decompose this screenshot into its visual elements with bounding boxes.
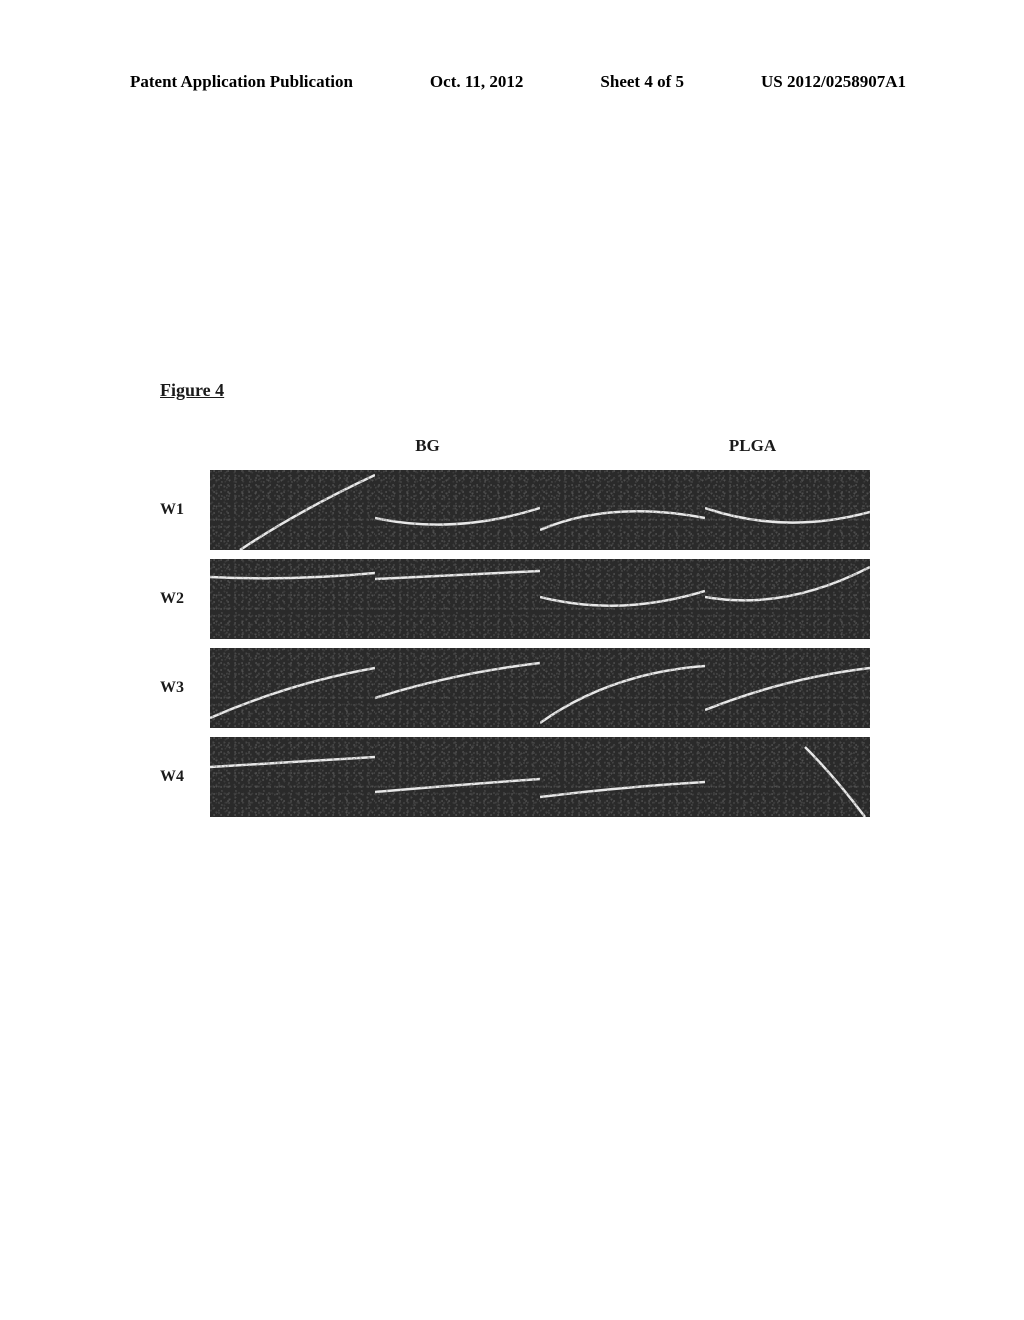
column-headers: BG PLGA [215,436,880,456]
noise-texture [705,648,870,728]
publication-date: Oct. 11, 2012 [430,72,524,92]
noise-texture [210,648,375,728]
image-row-w2: W2 [160,559,880,639]
row-label: W2 [160,590,210,608]
panel [705,737,870,817]
panel [540,737,705,817]
panel [705,559,870,639]
column-header-plga: PLGA [525,436,835,456]
sheet-number: Sheet 4 of 5 [600,72,684,92]
panel [540,470,705,550]
panel [210,559,375,639]
panel [210,648,375,728]
panels-row [210,737,870,817]
noise-texture [705,470,870,550]
panels-row [210,648,870,728]
panel [375,737,540,817]
noise-texture [375,648,540,728]
image-row-w3: W3 [160,648,880,728]
image-grid: W1 W2 [160,470,880,817]
column-header-bg: BG [215,436,525,456]
panel [540,648,705,728]
publication-type: Patent Application Publication [130,72,353,92]
noise-texture [375,737,540,817]
row-label: W4 [160,768,210,786]
noise-texture [540,470,705,550]
image-row-w4: W4 [160,737,880,817]
figure-label: Figure 4 [160,380,880,401]
noise-texture [705,559,870,639]
panel [210,470,375,550]
noise-texture [540,648,705,728]
panel [705,648,870,728]
panels-row [210,559,870,639]
noise-texture [540,737,705,817]
panel [210,737,375,817]
noise-texture [375,559,540,639]
noise-texture [210,559,375,639]
panel [375,648,540,728]
row-label: W3 [160,679,210,697]
noise-texture [540,559,705,639]
publication-number: US 2012/0258907A1 [761,72,906,92]
row-label: W1 [160,501,210,519]
panel [705,470,870,550]
image-row-w1: W1 [160,470,880,550]
panel [375,559,540,639]
panels-row [210,470,870,550]
noise-texture [210,737,375,817]
noise-texture [705,737,870,817]
panel [540,559,705,639]
noise-texture [375,470,540,550]
page-header: Patent Application Publication Oct. 11, … [0,72,1024,92]
figure-container: Figure 4 BG PLGA W1 [160,380,880,817]
noise-texture [210,470,375,550]
panel [375,470,540,550]
